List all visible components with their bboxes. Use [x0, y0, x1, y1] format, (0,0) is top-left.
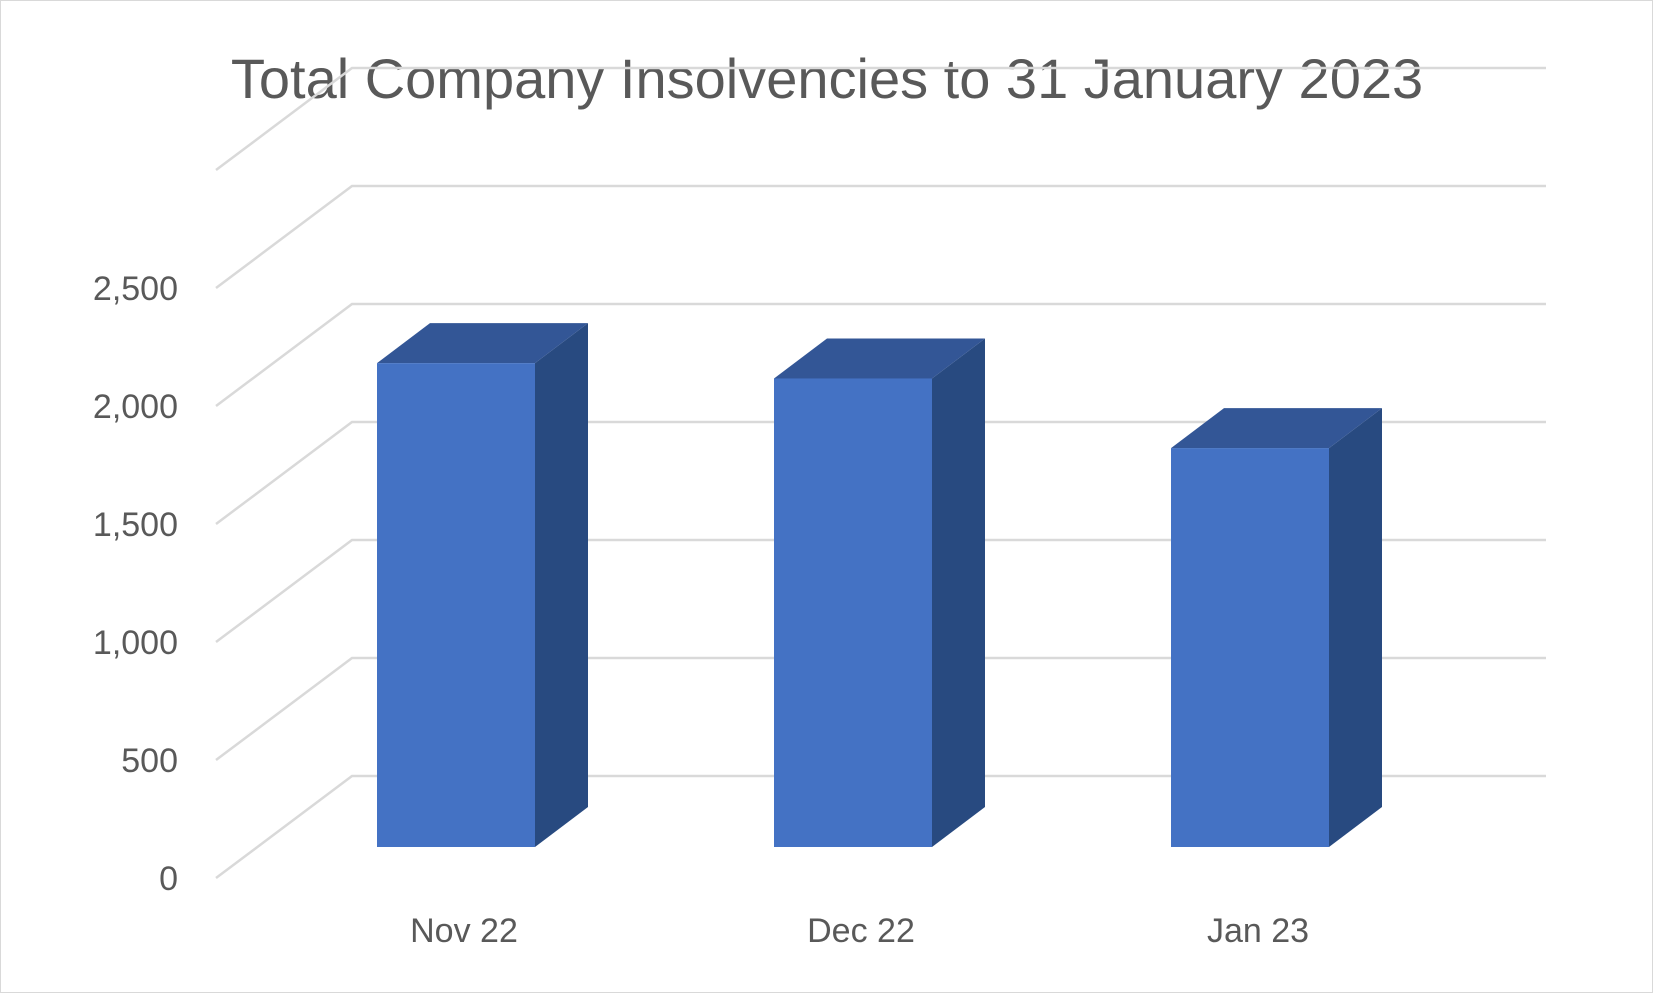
y-tick-label: 2,000	[93, 388, 178, 426]
x-category-label: Nov 22	[410, 912, 518, 950]
bar-front	[377, 363, 535, 847]
bar-side	[535, 323, 588, 847]
gridline	[215, 656, 1546, 761]
y-tick-label: 1,000	[93, 624, 178, 662]
x-axis-category-labels: Nov 22 Dec 22 Jan 23	[410, 912, 1309, 950]
chart-title: Total Company Insolvencies to 31 January…	[231, 47, 1423, 110]
x-category-label: Jan 23	[1207, 912, 1309, 950]
y-tick-label: 0	[159, 860, 178, 898]
x-category-label: Dec 22	[807, 912, 915, 950]
y-tick-label: 2,500	[93, 270, 178, 308]
bar-side	[932, 338, 985, 847]
gridline	[215, 774, 1546, 879]
bar	[774, 338, 985, 847]
bar-top	[774, 338, 985, 379]
y-axis-tick-labels: 0 500 1,000 1,500 2,000 2,500	[93, 270, 178, 898]
bar-side	[1329, 408, 1382, 847]
gridline	[215, 420, 1546, 525]
bar-front	[774, 378, 932, 847]
gridline	[215, 184, 1546, 289]
gridlines	[215, 66, 1546, 879]
gridline	[215, 538, 1546, 643]
gridline	[215, 302, 1546, 407]
bar	[1171, 408, 1382, 847]
gridline	[215, 66, 1546, 171]
y-tick-label: 1,500	[93, 506, 178, 544]
y-tick-label: 500	[121, 742, 178, 780]
bar-top	[377, 323, 588, 364]
bars	[377, 323, 1382, 847]
bar-front	[1171, 448, 1329, 847]
bar-top	[1171, 408, 1382, 449]
bar	[377, 323, 588, 847]
